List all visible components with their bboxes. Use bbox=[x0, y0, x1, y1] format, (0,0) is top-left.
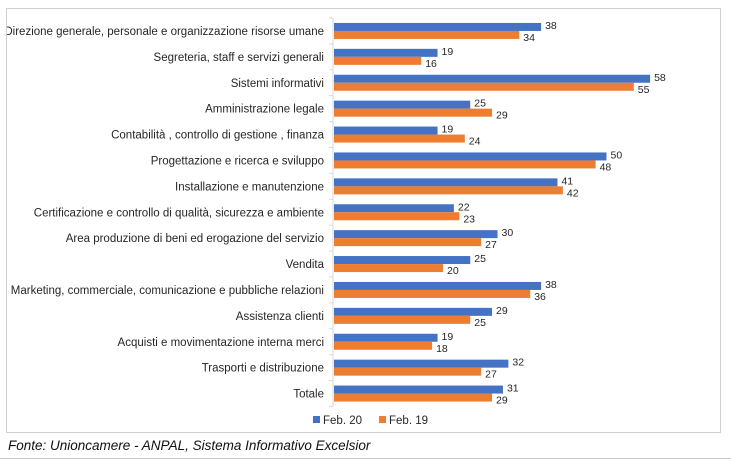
divider bbox=[0, 458, 731, 459]
legend-swatch-feb-19 bbox=[379, 416, 386, 423]
bar-feb-20 bbox=[334, 281, 542, 290]
category-label: Amministrazione legale bbox=[205, 104, 324, 116]
value-label: 41 bbox=[561, 175, 573, 187]
value-label: 50 bbox=[611, 149, 623, 161]
value-label: 38 bbox=[545, 279, 557, 291]
value-label: 58 bbox=[654, 72, 666, 84]
category-label: Installazione e manutenzione bbox=[175, 181, 324, 193]
bar-feb-20 bbox=[334, 230, 498, 239]
category-label: Area produzione di beni ed erogazione de… bbox=[66, 233, 324, 245]
category-label: Sistemi informativi bbox=[231, 78, 324, 90]
value-label: 18 bbox=[436, 343, 448, 355]
bar-feb-20 bbox=[334, 100, 471, 109]
bar-feb-19 bbox=[334, 134, 465, 143]
value-label: 31 bbox=[507, 383, 519, 395]
bar-feb-19 bbox=[334, 315, 471, 324]
bar-feb-19 bbox=[334, 289, 531, 298]
bar-feb-19 bbox=[334, 160, 596, 169]
category-labels: Direzione generale, personale e organizz… bbox=[7, 26, 325, 401]
value-label: 19 bbox=[442, 124, 454, 136]
bar-feb-19 bbox=[334, 56, 422, 65]
legend: Feb. 20 Feb. 19 bbox=[313, 415, 428, 427]
bar-feb-20 bbox=[334, 333, 438, 342]
bar-feb-19 bbox=[334, 212, 460, 221]
value-label: 34 bbox=[523, 32, 535, 44]
legend-swatch-feb-20 bbox=[313, 416, 320, 423]
category-label: Marketing, commerciale, comunicazione e … bbox=[11, 285, 324, 297]
bars bbox=[334, 22, 651, 402]
bar-feb-20 bbox=[334, 385, 503, 394]
value-label: 36 bbox=[534, 291, 546, 303]
bar-feb-19 bbox=[334, 108, 493, 117]
bar-feb-19 bbox=[334, 367, 482, 376]
value-label: 16 bbox=[425, 58, 437, 70]
category-label: Contabilità , controllo di gestione , fi… bbox=[111, 130, 324, 142]
value-label: 23 bbox=[463, 213, 475, 225]
value-label: 29 bbox=[496, 395, 508, 407]
value-label: 25 bbox=[474, 253, 486, 265]
category-label: Segreteria, staff e servizi generali bbox=[154, 52, 324, 64]
value-label: 38 bbox=[545, 20, 557, 32]
value-label: 32 bbox=[512, 357, 524, 369]
value-label: 42 bbox=[567, 187, 579, 199]
value-label: 27 bbox=[485, 239, 497, 251]
category-label: Certificazione e controllo di qualità, s… bbox=[34, 207, 324, 219]
chart-area: Direzione generale, personale e organizz… bbox=[6, 8, 721, 433]
bar-feb-20 bbox=[334, 307, 493, 316]
value-label: 29 bbox=[496, 305, 508, 317]
value-label: 27 bbox=[485, 369, 497, 381]
bar-feb-20 bbox=[334, 126, 438, 135]
value-label: 22 bbox=[458, 201, 470, 213]
category-label: Trasporti e distribuzione bbox=[202, 363, 324, 375]
value-label: 24 bbox=[469, 136, 481, 148]
value-label: 55 bbox=[638, 84, 650, 96]
value-label: 48 bbox=[600, 161, 612, 173]
bar-feb-20 bbox=[334, 204, 454, 213]
y-axis bbox=[329, 17, 334, 407]
value-label: 19 bbox=[442, 331, 454, 343]
legend-label-feb-20: Feb. 20 bbox=[323, 415, 362, 427]
legend-label-feb-19: Feb. 19 bbox=[389, 415, 428, 427]
value-label: 19 bbox=[442, 46, 454, 58]
value-label: 20 bbox=[447, 265, 459, 277]
category-label: Direzione generale, personale e organizz… bbox=[7, 26, 324, 38]
bar-feb-19 bbox=[334, 30, 520, 39]
bar-feb-19 bbox=[334, 186, 563, 195]
category-label: Assistenza clienti bbox=[236, 311, 324, 323]
bar-feb-20 bbox=[334, 48, 438, 57]
category-label: Vendita bbox=[286, 259, 325, 271]
bar-feb-20 bbox=[334, 74, 651, 83]
value-label: 25 bbox=[474, 98, 486, 110]
category-label: Progettazione e ricerca e sviluppo bbox=[151, 155, 324, 167]
bar-feb-19 bbox=[334, 393, 493, 402]
category-label: Totale bbox=[293, 389, 324, 401]
bar-feb-20 bbox=[334, 256, 471, 265]
bar-feb-20 bbox=[334, 152, 607, 161]
bar-chart: Direzione generale, personale e organizz… bbox=[7, 17, 666, 427]
bar-feb-20 bbox=[334, 22, 542, 31]
bar-feb-20 bbox=[334, 359, 509, 368]
bar-feb-19 bbox=[334, 238, 482, 247]
bar-feb-19 bbox=[334, 264, 443, 273]
bar-feb-19 bbox=[334, 341, 433, 350]
category-label: Acquisti e movimentazione interna merci bbox=[118, 337, 324, 349]
value-label: 29 bbox=[496, 110, 508, 122]
source-note: Fonte: Unioncamere - ANPAL, Sistema Info… bbox=[8, 438, 371, 453]
bar-feb-20 bbox=[334, 178, 558, 187]
value-label: 25 bbox=[474, 317, 486, 329]
bar-feb-19 bbox=[334, 82, 634, 91]
value-label: 30 bbox=[502, 227, 514, 239]
